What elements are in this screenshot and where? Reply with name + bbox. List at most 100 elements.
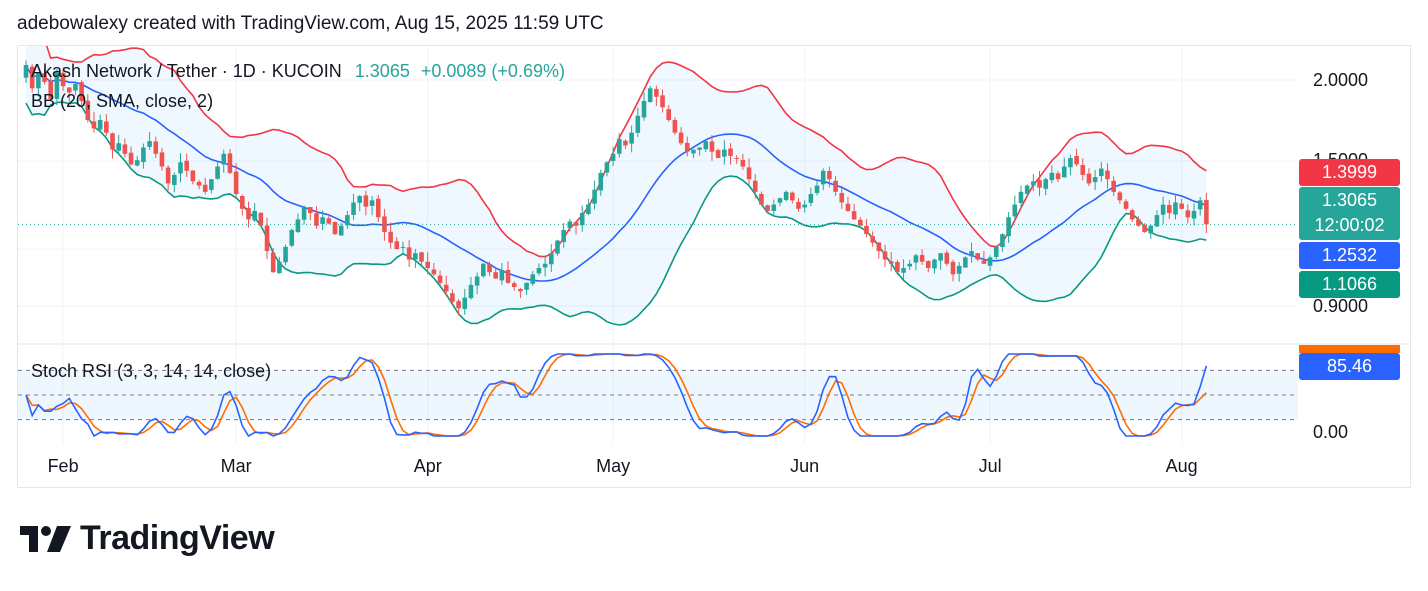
- candle: [104, 114, 109, 137]
- last-price-value: 1.3065: [1321, 190, 1378, 210]
- candle-body: [141, 147, 146, 163]
- candle-body: [870, 236, 875, 243]
- stoch-d-badge: [1299, 345, 1400, 353]
- candle-body: [493, 272, 498, 279]
- tradingview-logo[interactable]: TradingView: [20, 519, 275, 558]
- candle: [1185, 204, 1191, 224]
- candle: [975, 252, 981, 262]
- candle-body: [950, 261, 956, 275]
- candle-body: [202, 184, 208, 192]
- candle: [345, 210, 350, 229]
- candle: [963, 256, 968, 268]
- candle-body: [215, 166, 220, 179]
- candle-body: [54, 71, 60, 99]
- candle: [561, 223, 566, 248]
- candle: [956, 262, 962, 282]
- candle-body: [209, 179, 214, 190]
- candle: [351, 193, 356, 220]
- candle-body: [153, 141, 159, 154]
- candle-body: [172, 174, 177, 185]
- candle-body: [122, 144, 128, 154]
- candle: [382, 208, 387, 241]
- upper-band-badge: 1.3999: [1299, 159, 1400, 186]
- candle-body: [969, 251, 974, 257]
- candle-body: [530, 274, 536, 284]
- candle-body: [258, 212, 264, 226]
- candle-body: [746, 167, 752, 180]
- candle-body: [573, 222, 579, 226]
- indicator-legend[interactable]: BB (20, SMA, close, 2): [31, 91, 214, 111]
- candle: [159, 148, 165, 171]
- candle-body: [277, 261, 282, 274]
- candle: [1099, 162, 1104, 182]
- candle-body: [1123, 201, 1129, 209]
- candle: [29, 64, 35, 93]
- candle: [277, 257, 282, 274]
- candle: [833, 176, 838, 196]
- candle-body: [864, 225, 869, 235]
- candle: [48, 74, 54, 100]
- candle-body: [375, 198, 381, 218]
- candle-body: [684, 142, 690, 152]
- time-axis-label: Jul: [979, 456, 1002, 476]
- candle-body: [993, 246, 999, 257]
- chart-canvas[interactable]: Feb Mar Apr May Jun Jul Aug: [0, 0, 1428, 500]
- candle: [549, 244, 554, 272]
- candle: [431, 263, 437, 276]
- candle: [1092, 169, 1098, 191]
- candle-body: [641, 100, 647, 118]
- candle-body: [320, 217, 325, 224]
- candle-body: [1000, 234, 1005, 247]
- candle: [419, 251, 424, 266]
- candle-body: [23, 65, 29, 78]
- candle: [1179, 198, 1184, 210]
- candle: [79, 80, 84, 105]
- candle-body: [542, 263, 548, 268]
- candle: [172, 172, 177, 193]
- candle: [153, 136, 159, 159]
- candle-body: [264, 225, 270, 252]
- candle: [820, 168, 826, 191]
- candle: [907, 259, 913, 271]
- candle-body: [666, 109, 672, 120]
- candle: [215, 162, 220, 180]
- time-axis-label: May: [596, 456, 630, 476]
- candle: [1049, 165, 1055, 184]
- candle: [283, 244, 288, 266]
- candle: [1074, 148, 1079, 167]
- candle-body: [752, 180, 758, 192]
- candle: [320, 210, 325, 230]
- candle: [338, 222, 344, 236]
- candle: [703, 140, 709, 153]
- candle-body: [561, 229, 566, 243]
- candle-body: [85, 100, 91, 120]
- candle-body: [623, 140, 628, 146]
- candle: [233, 163, 239, 197]
- chart-frame: [17, 45, 1411, 488]
- candle: [190, 170, 196, 185]
- candle-body: [431, 269, 437, 275]
- candle-body: [654, 88, 659, 97]
- candle: [1154, 210, 1160, 228]
- candle-body: [524, 282, 529, 290]
- candle: [678, 127, 684, 146]
- candle: [1148, 224, 1154, 240]
- candle-body: [196, 181, 202, 186]
- candle: [1080, 158, 1086, 181]
- candle: [697, 147, 702, 156]
- candle-body: [1191, 210, 1197, 219]
- candle-body: [678, 132, 684, 144]
- candle-body: [715, 150, 721, 159]
- candle: [468, 277, 474, 300]
- candle-body: [1068, 158, 1073, 168]
- candle-body: [388, 231, 393, 243]
- candle: [610, 146, 616, 166]
- symbol-legend[interactable]: Akash Network / Tether · 1D · KUCOIN 1.3…: [31, 61, 565, 82]
- candle: [1086, 168, 1092, 187]
- price-tick: 2.0000: [1313, 70, 1369, 90]
- oscillator-legend[interactable]: Stoch RSI (3, 3, 14, 14, close): [31, 361, 272, 381]
- candle: [332, 221, 338, 235]
- candle-body: [128, 152, 134, 165]
- candle: [851, 203, 857, 221]
- candle: [1204, 192, 1209, 233]
